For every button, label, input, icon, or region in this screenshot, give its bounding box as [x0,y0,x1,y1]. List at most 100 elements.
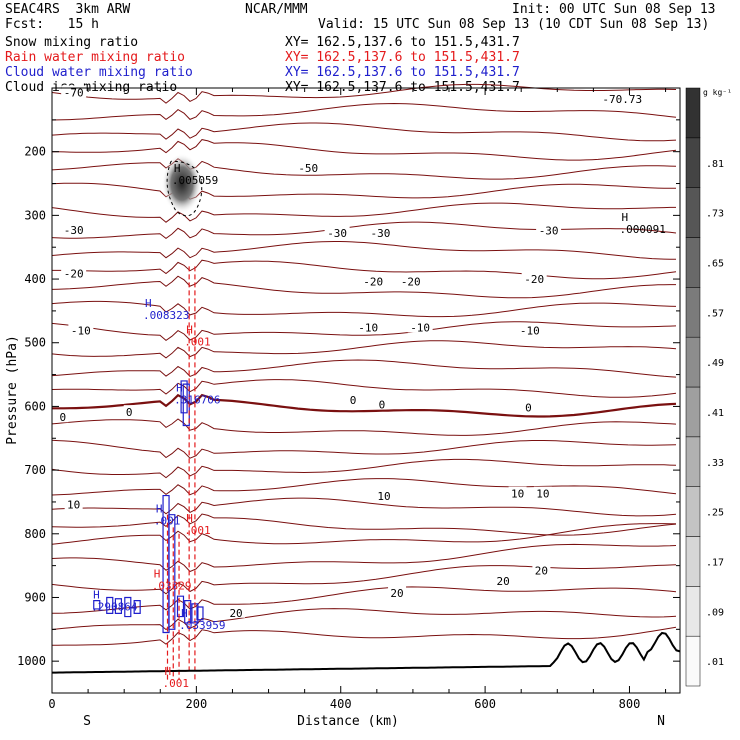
colorbar-segment [685,336,701,388]
cloud-water-contour [133,600,141,614]
maximum-marker: H [176,382,183,395]
maximum-label: .03329 [152,580,192,593]
maximum-label: .000091 [619,223,665,236]
contour-label-bg [61,266,87,279]
temperature-contour-label: -30 [64,224,84,237]
temperature-contour [51,626,677,646]
temperature-contour-label: -50 [298,162,318,175]
field-xy-snow: XY= 162.5,137.6 to 151.5,431.7 [285,35,520,50]
temperature-contour [51,478,677,496]
field-name-snow: Snow mixing ratio [5,35,139,50]
maximum-marker: H [165,665,172,678]
temperature-contour [51,182,676,200]
temperature-contour [51,359,677,378]
colorbar-tick-label: .65 [706,258,724,269]
temperature-contour-label: -10 [358,321,378,334]
colorbar-segment [685,137,701,188]
colorbar-segment [685,536,701,587]
x-tick-label: 800 [619,697,641,711]
temperature-contour [52,259,677,280]
colorbar-tick-label: .33 [706,458,724,469]
contour-label-bg [367,226,393,239]
cloud-water-contour [184,600,192,624]
colorbar-segment [685,237,701,288]
contour-label-bg [375,489,394,502]
temperature-contour [52,393,677,418]
colorbar-tick-label: .25 [706,508,724,519]
terrain-line [52,631,681,674]
colorbar-segment [685,486,701,537]
temperature-contour [51,439,677,459]
temperature-contour-label: 0 [350,394,357,407]
cloud-water-contour [182,383,190,427]
maximum-label: .001 [184,336,211,349]
contour-label-bg [521,272,547,285]
contour-label-bg [376,397,388,410]
contour-label-bg [57,410,69,423]
colorbar-segment [685,87,701,139]
colorbar-segment [685,187,701,238]
x-axis-title: Distance (km) [297,714,399,729]
temperature-contour [51,586,677,614]
y-tick-label: 500 [24,336,46,350]
temperature-contour-label: -30 [370,227,390,240]
temperature-contour-label: -20 [401,276,421,289]
contour-label-bg [407,320,433,333]
colorbar-tick-label: .01 [706,657,724,668]
temperature-contour [51,340,677,359]
temperature-contour-label: -20 [524,273,544,286]
colorbar-unit: g kg⁻¹ [703,88,732,97]
contour-label-bg [508,486,527,499]
temperature-contour [51,458,677,479]
contour-label-bg [398,274,424,287]
organization: NCAR/MMM [245,2,308,17]
colorbar-segment [685,635,701,687]
cloud-water-contour [93,600,101,610]
temperature-contour [51,513,677,536]
x-tick-label: 200 [186,697,208,711]
temperature-contour [51,83,677,104]
contour-label-bg [599,91,646,104]
maximum-marker: H [186,324,193,337]
temperature-contour [51,379,677,398]
cloud-water-contour [180,380,188,414]
colorbar-segment [685,386,701,438]
contour-label-bg [536,223,562,236]
contour-label-bg [517,323,543,336]
temperature-contour-label: -30 [327,227,347,240]
maximum-label: .033959 [179,619,225,632]
temperature-contour [51,139,677,161]
contour-label-bg [68,323,94,336]
y-tick-label: 800 [24,527,46,541]
colorbar-tick-label: .81 [706,159,724,170]
x-end-label-south: S [83,714,91,729]
contour-label-bg [355,320,381,333]
maximum-marker: H [621,211,628,224]
y-tick-label: 700 [24,463,46,477]
cloud-water-contour [114,598,123,614]
temperature-contour [51,122,677,142]
colorbar-tick-label: .09 [706,607,724,618]
temperature-contour-label: 10 [377,490,390,503]
temperature-contour [51,241,676,260]
contour-label-bg [360,274,386,287]
temperature-contour-label: -70 [64,86,84,99]
temperature-contour-label: 0 [126,406,133,419]
temperature-contour [51,158,677,180]
temperature-contour-label: 10 [511,488,524,501]
temperature-contour [51,523,677,545]
temperature-contour [51,418,677,436]
contour-label-bg [533,486,552,499]
maximum-marker: H [93,589,100,602]
contour-label-bg [522,400,534,413]
colorbar-tick-label: .57 [706,308,724,319]
maximum-label: .001 [163,677,190,690]
cloud-water-contour [176,595,185,618]
colorbar-tick-label: .49 [706,358,724,369]
temperature-contour-label: 0 [525,402,532,415]
plot-frame [51,87,681,694]
temperature-contour [51,300,677,318]
temperature-contour [51,497,677,517]
y-tick-label: 1000 [17,654,46,668]
